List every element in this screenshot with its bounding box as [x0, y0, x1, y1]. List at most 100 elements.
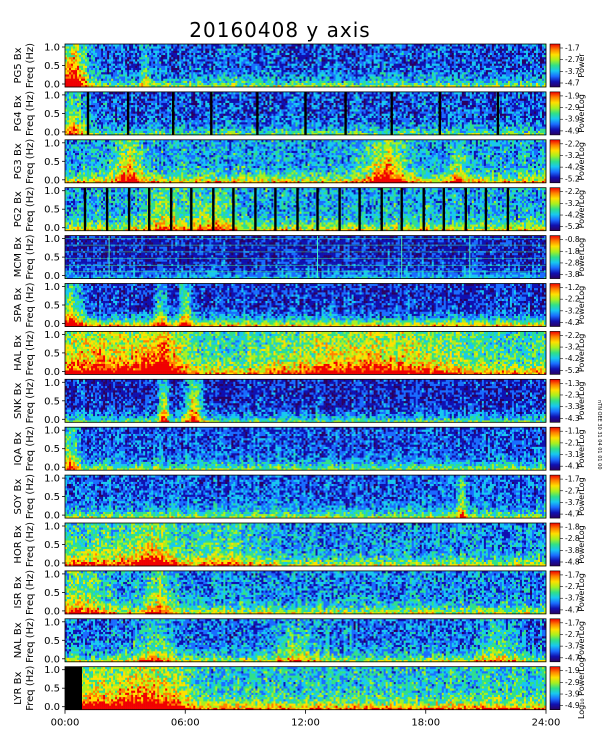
heatmap-cell	[195, 61, 197, 63]
heatmap-cell	[117, 57, 119, 59]
heatmap-cell	[141, 55, 143, 57]
heatmap-cell	[73, 61, 75, 63]
heatmap-cell	[161, 46, 163, 48]
heatmap-cell	[69, 68, 71, 70]
heatmap-cell	[69, 83, 71, 85]
heatmap-cell	[107, 83, 109, 85]
heatmap-cell	[83, 53, 85, 55]
heatmap-cell	[123, 57, 125, 59]
heatmap-cell	[125, 76, 127, 78]
heatmap-cell	[143, 59, 145, 61]
heatmap-cell	[205, 76, 207, 78]
heatmap-cell	[107, 74, 109, 76]
heatmap-cell	[103, 83, 105, 85]
heatmap-cell	[139, 61, 141, 63]
heatmap-cell	[93, 61, 95, 63]
heatmap-cell	[101, 70, 103, 72]
heatmap-cell	[127, 66, 129, 68]
heatmap-cell	[123, 74, 125, 76]
heatmap-cell	[93, 55, 95, 57]
heatmap-cell	[103, 78, 105, 80]
heatmap-cell	[93, 78, 95, 80]
heatmap-cell	[101, 59, 103, 61]
heatmap-cell	[163, 48, 165, 50]
heatmap-cell	[119, 78, 121, 80]
heatmap-cell	[191, 83, 193, 85]
heatmap-cell	[195, 72, 197, 74]
heatmap-cell	[207, 46, 209, 48]
heatmap-cell	[195, 83, 197, 85]
heatmap-cell	[115, 50, 117, 52]
heatmap-cell	[89, 68, 91, 70]
heatmap-cell	[89, 50, 91, 52]
heatmap-cell	[171, 46, 173, 48]
heatmap-cell	[209, 74, 211, 76]
heatmap-cell	[135, 83, 137, 85]
heatmap-cell	[87, 46, 89, 48]
heatmap-cell	[207, 68, 209, 70]
heatmap-cell	[75, 59, 77, 61]
heatmap-cell	[189, 76, 191, 78]
heatmap-cell	[83, 68, 85, 70]
heatmap-cell	[167, 57, 169, 59]
heatmap-cell	[117, 66, 119, 68]
heatmap-cell	[149, 81, 151, 83]
heatmap-cell	[167, 48, 169, 50]
heatmap-cell	[77, 76, 79, 78]
heatmap-cell	[145, 72, 147, 74]
heatmap-cell	[111, 74, 113, 76]
heatmap-cell	[75, 63, 77, 65]
heatmap-cell	[69, 50, 71, 52]
heatmap-cell	[77, 68, 79, 70]
heatmap-cell	[135, 70, 137, 72]
heatmap-cell	[121, 74, 123, 76]
heatmap-cell	[203, 72, 205, 74]
heatmap-cell	[135, 50, 137, 52]
heatmap-cell	[113, 83, 115, 85]
heatmap-cell	[195, 46, 197, 48]
heatmap-cell	[113, 53, 115, 55]
heatmap-cell	[205, 48, 207, 50]
heatmap-cell	[99, 53, 101, 55]
heatmap-cell	[161, 63, 163, 65]
heatmap-cell	[127, 53, 129, 55]
heatmap-cell	[197, 74, 199, 76]
heatmap-cell	[165, 55, 167, 57]
heatmap-cell	[203, 48, 205, 50]
heatmap-cell	[205, 70, 207, 72]
heatmap-cell	[153, 76, 155, 78]
heatmap-cell	[113, 57, 115, 59]
heatmap-cell	[79, 78, 81, 80]
heatmap-cell	[77, 74, 79, 76]
heatmap-cell	[85, 57, 87, 59]
heatmap-cell	[191, 55, 193, 57]
heatmap-cell	[149, 72, 151, 74]
heatmap-cell	[125, 61, 127, 63]
heatmap-cell	[145, 66, 147, 68]
heatmap-cell	[203, 59, 205, 61]
heatmap-cell	[67, 68, 69, 70]
heatmap-cell	[179, 46, 181, 48]
heatmap-cell	[197, 63, 199, 65]
heatmap-cell	[129, 53, 131, 55]
heatmap-cell	[209, 83, 211, 85]
heatmap-cell	[201, 53, 203, 55]
heatmap-cell	[183, 63, 185, 65]
heatmap-cell	[75, 72, 77, 74]
heatmap-cell	[159, 70, 161, 72]
heatmap-cell	[151, 78, 153, 80]
heatmap-cell	[133, 48, 135, 50]
heatmap-cell	[165, 59, 167, 61]
heatmap-cell	[171, 63, 173, 65]
heatmap-cell	[163, 68, 165, 70]
heatmap-cell	[105, 53, 107, 55]
heatmap-cell	[127, 74, 129, 76]
heatmap-cell	[153, 70, 155, 72]
heatmap-cell	[67, 83, 69, 85]
heatmap-cell	[139, 68, 141, 70]
heatmap-cell	[103, 59, 105, 61]
heatmap-cell	[173, 66, 175, 68]
heatmap-cell	[69, 59, 71, 61]
heatmap-cell	[141, 70, 143, 72]
heatmap-cell	[177, 70, 179, 72]
